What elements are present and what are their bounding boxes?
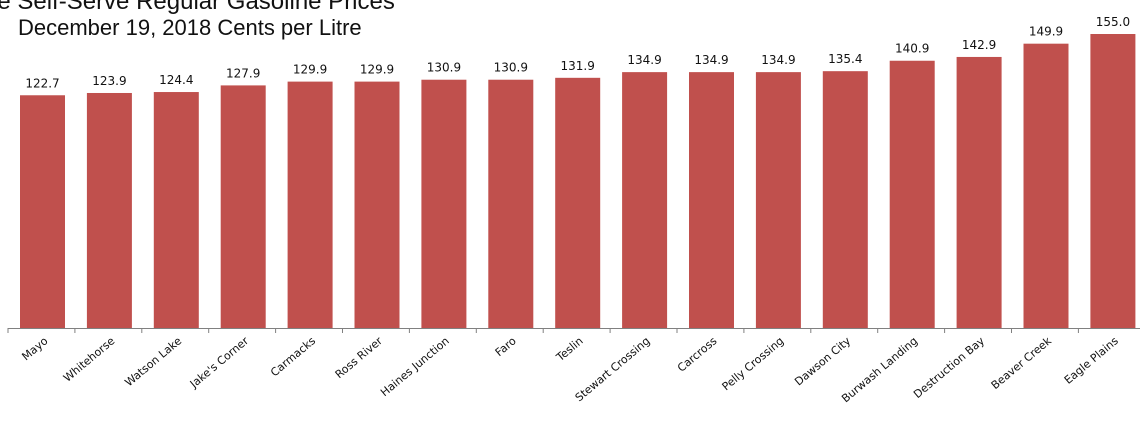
x-tick-label: Mayo (19, 334, 50, 363)
x-tick-label: Jake's Corner (187, 334, 252, 391)
data-label: 130.9 (494, 61, 528, 75)
chart-title: ge Self-Serve Regular Gasoline Prices (0, 0, 395, 15)
x-tick-label: Watson Lake (122, 334, 184, 389)
x-tick-label: Haines Junction (378, 334, 452, 399)
data-label: 142.9 (962, 38, 996, 52)
x-tick-label: Faro (493, 334, 519, 359)
bar-14 (889, 60, 935, 329)
bar-4 (220, 85, 266, 328)
data-label: 129.9 (360, 63, 394, 77)
bar-3 (153, 92, 199, 328)
x-tick-label: Ross River (333, 334, 386, 381)
data-label: 155.0 (1096, 15, 1130, 29)
data-label: 122.7 (25, 76, 59, 90)
bar-6 (354, 81, 400, 328)
bar-5 (287, 81, 333, 328)
x-tick-label: Destruction Bay (911, 334, 987, 401)
bar-16 (1023, 43, 1069, 328)
x-tick-label: Whitehorse (61, 334, 118, 384)
data-label: 129.9 (293, 63, 327, 77)
bar-10 (622, 72, 668, 329)
data-label: 134.9 (694, 53, 728, 67)
data-label: 135.4 (828, 52, 862, 66)
chart-subtitle: December 19, 2018 Cents per Litre (18, 15, 362, 40)
x-tick-label: Teslin (553, 334, 585, 364)
bar-8 (488, 79, 534, 329)
bar-12 (755, 72, 801, 329)
bar-1 (20, 95, 65, 328)
x-tick-label: Carcross (675, 334, 720, 374)
data-label: 124.4 (159, 73, 193, 87)
data-label: 123.9 (92, 74, 126, 88)
bar-17 (1090, 34, 1136, 328)
x-tick-label: Eagle Plains (1062, 334, 1121, 387)
data-label: 127.9 (226, 66, 260, 80)
bar-11 (689, 72, 734, 329)
x-tick-label: Dawson City (792, 334, 853, 388)
data-label: 140.9 (895, 42, 929, 56)
bar-13 (822, 71, 868, 329)
data-label: 130.9 (427, 61, 461, 75)
x-tick-label: Carmacks (268, 334, 318, 379)
data-label: 131.9 (561, 59, 595, 73)
bar-9 (555, 77, 601, 328)
bar-7 (421, 79, 467, 329)
bar-2 (86, 92, 132, 328)
data-label: 134.9 (761, 53, 795, 67)
x-tick-label: Beaver Creek (989, 334, 1055, 392)
bar-15 (956, 56, 1002, 329)
data-label: 149.9 (1029, 25, 1063, 39)
data-label: 134.9 (627, 53, 661, 67)
x-tick-label: Pelly Crossing (720, 334, 787, 393)
